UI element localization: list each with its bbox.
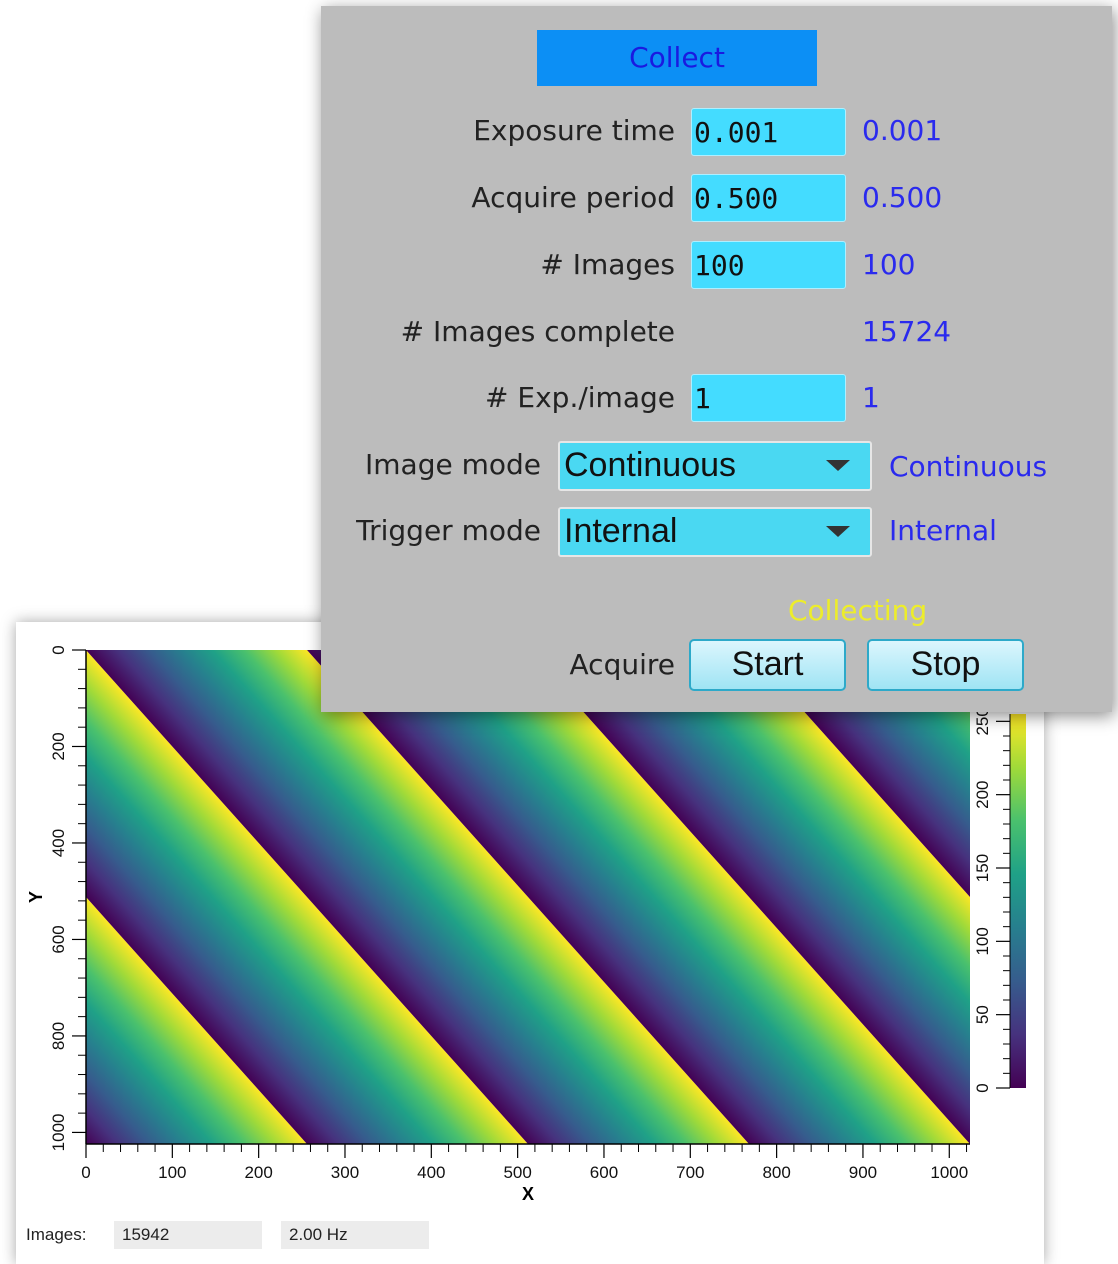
collect-title: Collect <box>537 30 817 86</box>
acquire-period-readback: 0.500 <box>862 181 943 214</box>
x-tick-label: 200 <box>244 1163 272 1182</box>
y-tick-label: 1000 <box>49 1114 68 1152</box>
heatmap-band <box>307 650 970 1144</box>
x-tick-label: 300 <box>331 1163 359 1182</box>
x-tick-label: 700 <box>676 1163 704 1182</box>
images-complete-label: # Images complete <box>400 315 675 348</box>
num-images-label: # Images <box>540 248 675 281</box>
stop-button[interactable]: Stop <box>867 639 1024 691</box>
heatmap-image <box>86 650 970 1144</box>
exp-per-image-input[interactable]: 1 <box>691 374 846 422</box>
acquire-period-input[interactable]: 0.500 <box>691 174 846 222</box>
y-tick-label: 600 <box>49 925 68 953</box>
trigger-mode-label: Trigger mode <box>356 514 541 547</box>
image-mode-select[interactable]: Continuous <box>558 441 872 491</box>
exposure-time-input[interactable]: 0.001 <box>691 108 846 156</box>
images-count-field: 15942 <box>114 1221 262 1249</box>
colorbar-tick-label: 0 <box>973 1083 992 1092</box>
acquire-status: Collecting <box>788 594 928 627</box>
colorbar-tick-label: 50 <box>973 1005 992 1024</box>
colorbar-tick-label: 250 <box>973 707 992 735</box>
num-images-input[interactable]: 100 <box>691 241 846 289</box>
start-button[interactable]: Start <box>689 639 846 691</box>
heatmap-band <box>86 650 749 1144</box>
exp-per-image-label: # Exp./image <box>485 381 675 414</box>
images-complete-readback: 15724 <box>862 315 952 348</box>
colorbar <box>1010 714 1026 1088</box>
num-images-readback: 100 <box>862 248 916 281</box>
x-tick-label: 500 <box>503 1163 531 1182</box>
chevron-down-icon <box>826 460 850 471</box>
acquire-period-label: Acquire period <box>471 181 675 214</box>
exp-per-image-readback: 1 <box>862 381 880 414</box>
images-label: Images: <box>26 1225 87 1244</box>
image-mode-selected: Continuous <box>564 446 737 484</box>
y-tick-label: 400 <box>49 829 68 857</box>
x-tick-label: 1000 <box>930 1163 968 1182</box>
y-tick-label: 0 <box>49 645 68 654</box>
acquire-label: Acquire <box>569 648 675 681</box>
x-tick-label: 800 <box>762 1163 790 1182</box>
x-tick-label: 400 <box>417 1163 445 1182</box>
image-mode-readback: Continuous <box>889 450 1048 483</box>
colorbar-tick-label: 100 <box>973 927 992 955</box>
x-axis-label: X <box>522 1184 534 1204</box>
image-viewer-window: 0 100 200 300 400 500 600 700 800 900 1000 0 200 400 6… <box>16 622 1044 1264</box>
y-tick-label: 800 <box>49 1022 68 1050</box>
colorbar-tick-label: 150 <box>973 854 992 882</box>
image-mode-label: Image mode <box>365 448 541 481</box>
x-tick-label: 600 <box>590 1163 618 1182</box>
viewer-status-bar: Images: 15942 2.00 Hz <box>16 1218 1044 1258</box>
exposure-time-readback: 0.001 <box>862 114 943 147</box>
rate-field: 2.00 Hz <box>281 1221 429 1249</box>
chevron-down-icon <box>826 526 850 537</box>
trigger-mode-selected: Internal <box>564 512 678 550</box>
collect-panel: Collect Exposure time 0.001 0.001 Acquir… <box>321 6 1112 712</box>
x-tick-label: 900 <box>849 1163 877 1182</box>
x-tick-label: 100 <box>158 1163 186 1182</box>
x-tick-label: 0 <box>81 1163 90 1182</box>
y-axis-label: Y <box>26 891 46 903</box>
trigger-mode-select[interactable]: Internal <box>558 507 872 557</box>
exposure-time-label: Exposure time <box>473 114 675 147</box>
y-tick-label: 200 <box>49 732 68 760</box>
trigger-mode-readback: Internal <box>889 514 997 547</box>
colorbar-tick-label: 200 <box>973 780 992 808</box>
image-plot: 0 100 200 300 400 500 600 700 800 900 100002004006… <box>26 645 1026 1204</box>
